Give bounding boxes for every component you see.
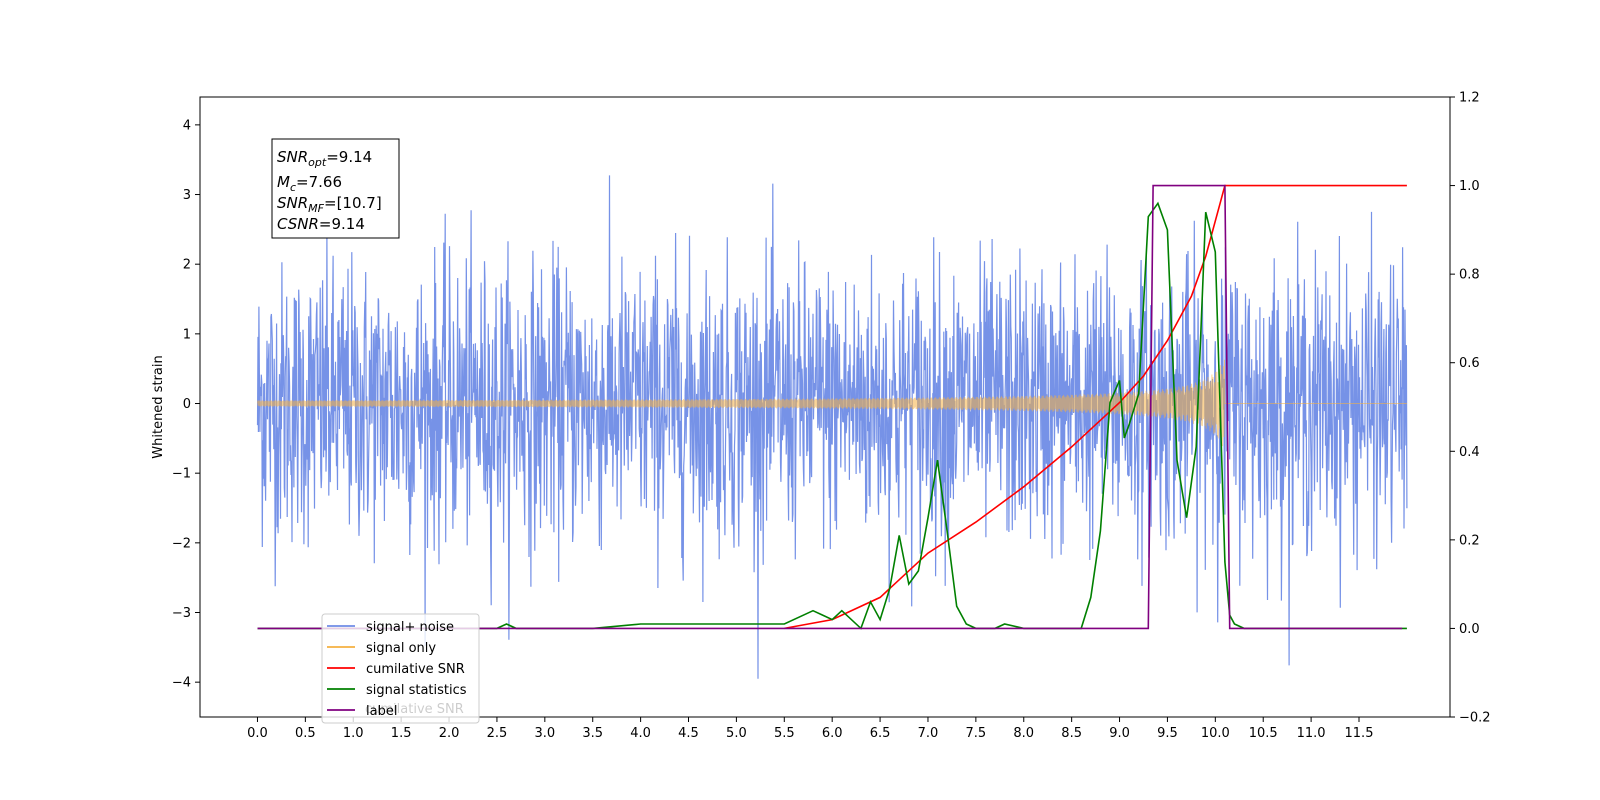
y-tick-label: 1 (183, 327, 191, 342)
y-tick-label: 2 (183, 258, 191, 273)
y-tick-label: 0 (183, 397, 191, 412)
x-tick-label: 9.5 (1157, 726, 1178, 741)
y-axis-left: −4 −3 −2 −1 0 1 2 3 4 (172, 118, 200, 691)
x-tick-label: 7.0 (918, 726, 939, 741)
legend: cumilative SNR signal+ noise signal only c… (321, 613, 480, 724)
x-tick-label: 10.0 (1201, 726, 1230, 741)
x-tick-label: 0.5 (295, 726, 316, 741)
x-tick-label: 0.0 (247, 726, 268, 741)
annotation-csnr: CSNR=9.14 (277, 215, 365, 233)
annotation-snr-mf: SNRMF=[10.7] (277, 194, 382, 215)
legend-label: signal+ noise (366, 620, 454, 635)
x-tick-label: 4.5 (678, 726, 699, 741)
plot-frame (199, 96, 1451, 718)
y-tick-label: −2 (172, 536, 191, 551)
y2-tick-label: 0.4 (1459, 445, 1480, 460)
x-tick-label: 10.5 (1249, 726, 1278, 741)
y2-tick-label: 1.0 (1459, 179, 1480, 194)
y-tick-label: −3 (172, 606, 191, 621)
x-tick-label: 11.5 (1345, 726, 1374, 741)
y2-tick-label: 0.6 (1459, 356, 1480, 371)
legend-label: label (366, 704, 397, 719)
x-tick-label: 9.0 (1109, 726, 1130, 741)
x-tick-label: 3.0 (534, 726, 555, 741)
x-axis: 0.0 0.5 1.0 1.5 2.0 2.5 3.0 3.5 4.0 4.5 5.0 5.5 6.0 6… (247, 717, 1373, 741)
y2-tick-label: −0.2 (1459, 711, 1491, 726)
y2-tick-label: 0.8 (1459, 268, 1480, 283)
y2-tick-label: 0.2 (1459, 533, 1480, 548)
y-tick-label: 4 (183, 118, 191, 133)
legend-frame (321, 613, 480, 724)
legend-overlap-text: cumilative SNR (365, 702, 464, 717)
x-tick-label: 5.5 (774, 726, 795, 741)
x-tick-label: 1.0 (343, 726, 364, 741)
x-tick-label: 5.0 (726, 726, 747, 741)
series-signal-noise (256, 175, 1408, 679)
series-cumulative-snr (784, 184, 1407, 630)
annotation-snr-opt: SNRopt=9.14 (277, 148, 372, 169)
y2-tick-label: 1.2 (1459, 91, 1480, 106)
x-tick-label: 2.0 (439, 726, 460, 741)
x-tick-label: 1.5 (391, 726, 412, 741)
plot-layer (256, 175, 1408, 679)
series-signal-only (257, 359, 1407, 447)
x-tick-label: 3.5 (582, 726, 603, 741)
annotation-frame (271, 138, 400, 239)
x-tick-label: 2.5 (487, 726, 508, 741)
x-tick-label: 11.0 (1297, 726, 1326, 741)
y-tick-label: −4 (172, 676, 191, 691)
y-tick-label: 3 (183, 188, 191, 203)
legend-label: cumilative SNR (366, 662, 465, 677)
legend-label: signal only (366, 641, 436, 656)
legend-label: signal statistics (366, 683, 467, 698)
x-tick-label: 6.0 (822, 726, 843, 741)
x-tick-label: 4.0 (630, 726, 651, 741)
x-tick-label: 8.5 (1061, 726, 1082, 741)
x-tick-label: 8.0 (1013, 726, 1034, 741)
y-axis-label: Whitened strain (151, 355, 166, 458)
series-label (257, 184, 1403, 630)
x-tick-label: 7.5 (966, 726, 987, 741)
y-axis-right: −0.2 0.0 0.2 0.4 0.6 0.8 1.0 1.2 (1450, 91, 1491, 726)
annotation-box: SNRopt=9.14 Mc=7.66 SNRMF=[10.7] CSNR=9.… (271, 138, 400, 239)
x-tick-label: 6.5 (870, 726, 891, 741)
y-tick-label: −1 (172, 467, 191, 482)
y2-tick-label: 0.0 (1459, 622, 1480, 637)
annotation-mc: Mc=7.66 (277, 173, 342, 194)
